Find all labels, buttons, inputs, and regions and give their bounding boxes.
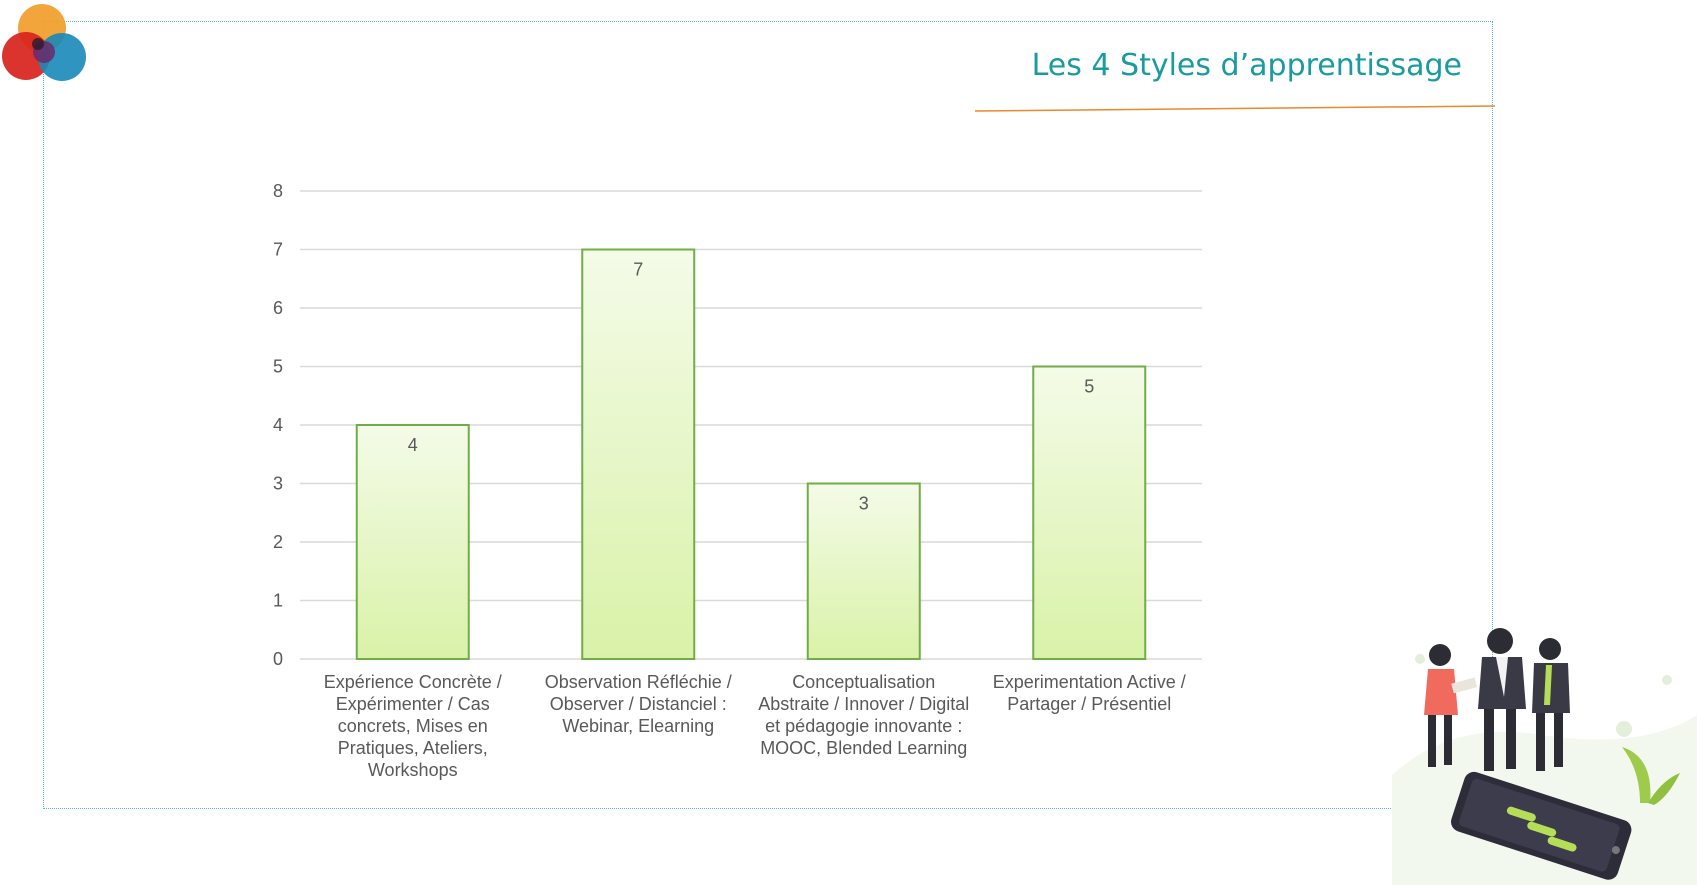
category-label: Observation Réfléchie / bbox=[545, 672, 732, 692]
y-tick-label: 0 bbox=[273, 649, 283, 669]
data-label: 4 bbox=[408, 435, 418, 455]
y-tick-label: 2 bbox=[273, 532, 283, 552]
category-label: Pratiques, Ateliers, bbox=[338, 738, 488, 758]
bar bbox=[355, 424, 470, 660]
category-label: Webinar, Elearning bbox=[562, 716, 714, 736]
category-label: concrets, Mises en bbox=[338, 716, 488, 736]
title-underline bbox=[975, 105, 1495, 112]
slide-frame bbox=[43, 21, 1493, 809]
venn-logo-icon bbox=[2, 4, 86, 81]
y-tick-label: 3 bbox=[273, 474, 283, 494]
category-label: et pédagogie innovante : bbox=[765, 716, 962, 736]
data-label: 7 bbox=[633, 260, 643, 280]
category-label: Workshops bbox=[368, 760, 458, 780]
category-label: Observer / Distanciel : bbox=[550, 694, 727, 714]
slide-title: Les 4 Styles d’apprentissage bbox=[1031, 48, 1462, 83]
data-label: 3 bbox=[859, 494, 869, 514]
y-tick-label: 4 bbox=[273, 415, 283, 435]
category-label: Conceptualisation bbox=[792, 672, 935, 692]
team-with-smartphone-illustration bbox=[1392, 628, 1697, 885]
data-label: 5 bbox=[1084, 377, 1094, 397]
y-tick-label: 7 bbox=[273, 240, 283, 260]
category-label: Expérimenter / Cas bbox=[336, 694, 490, 714]
bar bbox=[806, 482, 921, 660]
category-label: Abstraite / Innover / Digital bbox=[758, 694, 969, 714]
category-label: MOOC, Blended Learning bbox=[760, 738, 967, 758]
y-tick-label: 6 bbox=[273, 298, 283, 318]
y-tick-label: 8 bbox=[273, 181, 283, 201]
bar bbox=[581, 248, 696, 660]
bar bbox=[1032, 365, 1147, 660]
category-label: Expérience Concrète / bbox=[324, 672, 502, 692]
category-label: Partager / Présentiel bbox=[1007, 694, 1171, 714]
category-label: Experimentation Active / bbox=[993, 672, 1186, 692]
y-tick-label: 5 bbox=[273, 357, 283, 377]
y-tick-label: 1 bbox=[273, 591, 283, 611]
